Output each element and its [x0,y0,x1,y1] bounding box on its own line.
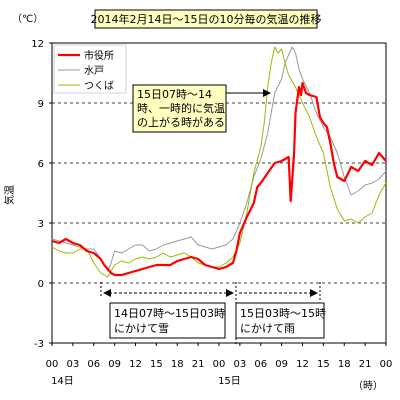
series-line-1 [51,46,387,272]
day-label: 14日 [51,376,74,387]
annotation-snow-line-1: 14日07時～15日03時 [114,307,225,320]
annotation-rain-line-2: にかけて雨 [240,322,295,335]
annotation-rain-line-1: 15日03時～15時 [240,307,326,320]
y-tick-label: 6 [38,159,44,170]
series-line-2 [51,46,387,278]
annotation-snow-box [109,302,226,339]
annotation-snow: 14日07時～15日03時 にかけて雪 [100,282,234,339]
chart-title: 2014年2月14日～15日の10分毎の気温の推移 [91,12,322,26]
y-tick-label: 3 [38,219,44,230]
grid-lines [52,102,386,284]
y-tick-label: 9 [38,99,44,110]
x-tick-label: 06 [87,359,100,370]
x-tick-labels: 00 03 06 09 12 15 18 21 00 03 06 09 12 15 18 21 00 [46,343,393,370]
x-tick-label: 00 [46,359,59,370]
x-tick-label: 03 [67,359,80,370]
x-tick-label: 00 [213,359,226,370]
y-tick-labels: -3 0 3 6 9 12 [31,39,52,350]
x-tick-label: 15 [150,359,163,370]
x-tick-label: 12 [129,359,142,370]
title-box [94,9,318,29]
legend-label-shiyakusho: 市役所 [84,49,114,62]
annotation-warm-spell-line-1: 15日07時～14 [137,88,212,101]
x-tick-label: 15 [317,359,330,370]
x-tick-label: 21 [359,359,372,370]
y-tick-label: 0 [38,279,44,290]
x-unit-label: （時） [353,380,383,392]
x-tick-label: 06 [254,359,267,370]
day-label: 15日 [218,376,241,387]
plot-frame [51,42,387,344]
annotation-warm-spell-line-3: の上がる時がある [137,115,225,129]
x-tick-label: 03 [234,359,247,370]
y-tick-label: -3 [34,339,44,350]
y-axis-label: 気温 [3,185,16,205]
legend-label-tsukuba: つくば [84,80,114,92]
y-tick-label: 12 [31,39,44,50]
legend: 市役所 水戸 つくば [53,44,127,94]
annotation-warm-spell-box [132,84,227,133]
x-tick-label: 18 [338,359,351,370]
series-lines [51,46,387,278]
annotation-snow-line-2: にかけて雪 [114,322,169,335]
x-tick-label: 00 [380,359,393,370]
x-tick-label: 12 [296,359,309,370]
x-tick-label: 09 [275,359,288,370]
series-line-0 [51,81,387,277]
annotation-warm-spell: 15日07時～14 時、一時的に気温 の上がる時がある [132,84,271,133]
annotation-warm-spell-line-2: 時、一時的に気温 [137,101,225,115]
annotation-rain: 15日03時～15時 にかけて雨 [235,282,326,345]
y-unit-label: （℃） [12,13,43,25]
day-labels: 14日 15日 [51,376,241,387]
x-tick-label: 21 [192,359,205,370]
legend-label-mito: 水戸 [84,65,104,77]
x-tick-label: 09 [108,359,121,370]
x-tick-label: 18 [171,359,184,370]
annotation-rain-box [235,302,325,339]
